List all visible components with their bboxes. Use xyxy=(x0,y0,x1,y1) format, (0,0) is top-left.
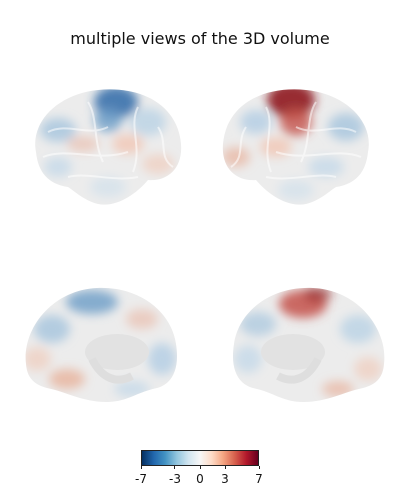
brain-left-lateral-view xyxy=(35,89,182,205)
colorbar-tick-label: 3 xyxy=(221,472,229,486)
colorbar-tick-mark xyxy=(259,466,260,469)
brain-right-lateral-view xyxy=(222,89,369,205)
brain-right-medial-view xyxy=(232,287,385,402)
colorbar xyxy=(141,450,259,466)
colorbar-tick-label: -7 xyxy=(135,472,147,486)
colorbar-tick-label: 0 xyxy=(196,472,204,486)
colorbar-tick-mark xyxy=(174,466,175,469)
colorbar-tick-label: -3 xyxy=(169,472,181,486)
colorbar-tick-label: 7 xyxy=(255,472,263,486)
colorbar-tick-mark xyxy=(200,466,201,469)
figure-title: multiple views of the 3D volume xyxy=(70,29,330,48)
colorbar-tick-mark xyxy=(141,466,142,469)
brain-left-medial-view xyxy=(25,287,178,402)
colorbar-tick-mark xyxy=(225,466,226,469)
